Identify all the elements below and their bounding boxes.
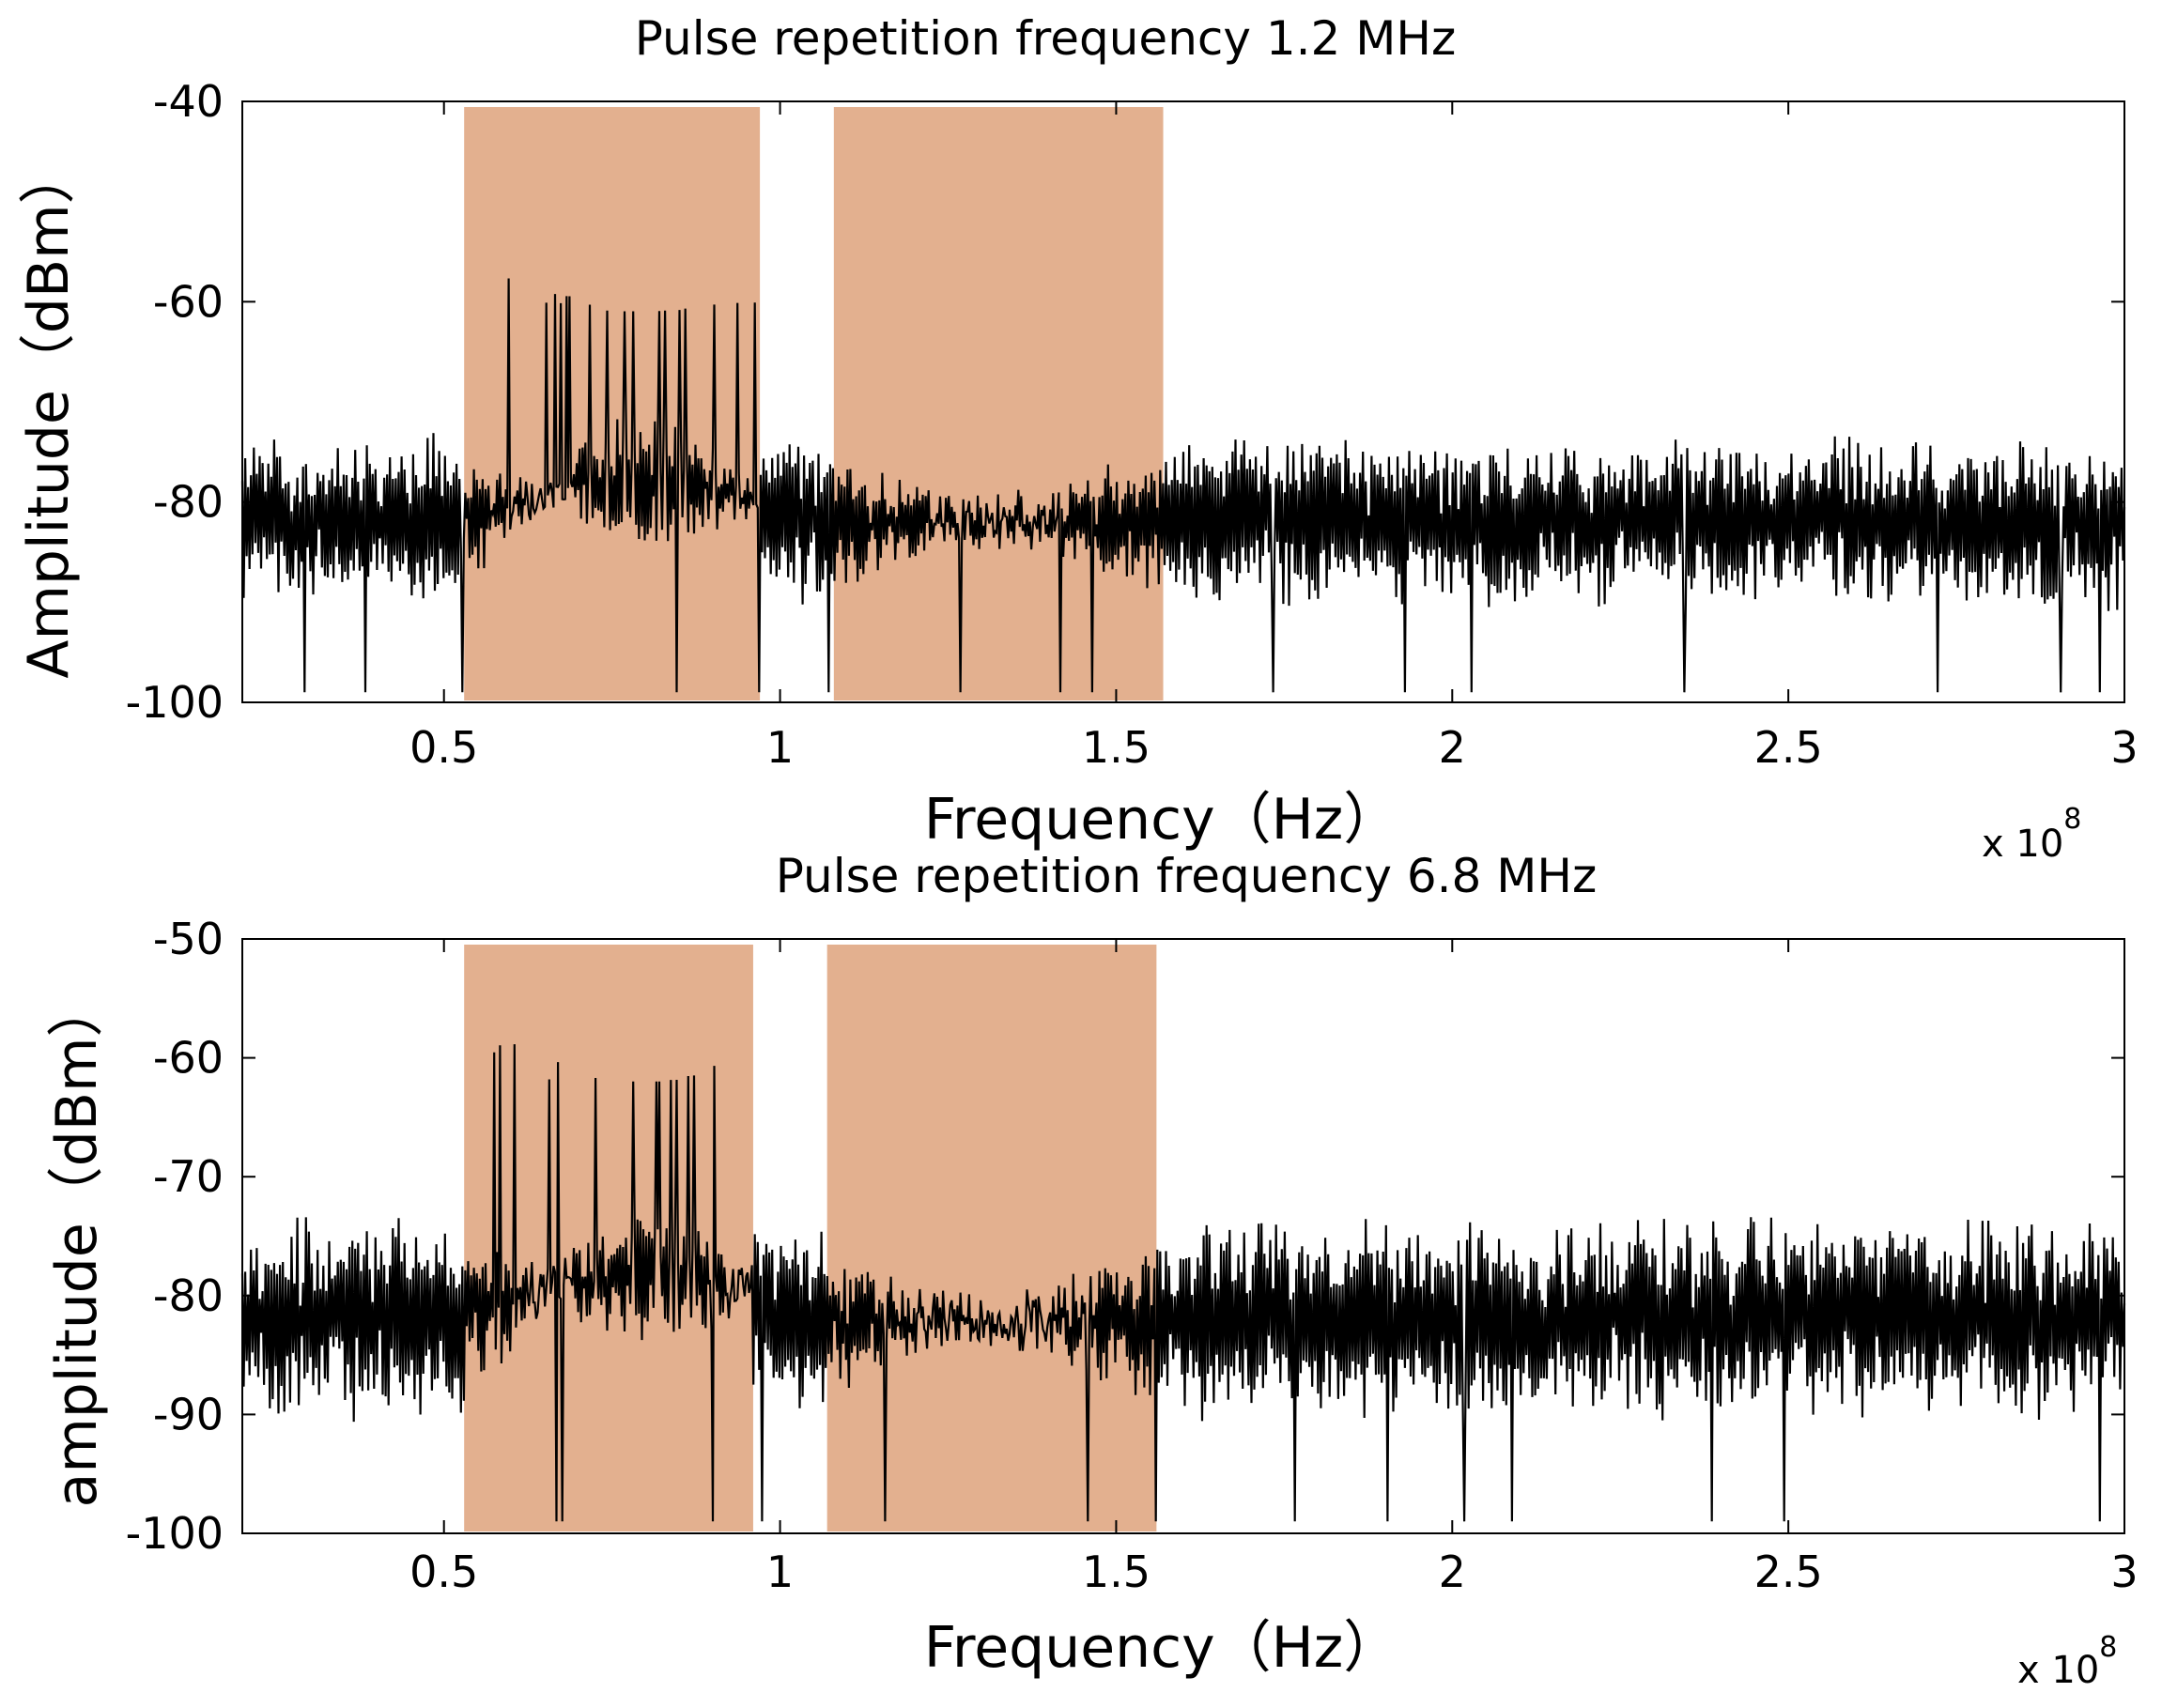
x-multiplier-base: x 10	[2017, 1649, 2099, 1692]
x-multiplier: x 108	[2017, 1631, 2117, 1692]
y-tick-label: -50	[153, 914, 224, 964]
y-tick-label: -100	[126, 677, 224, 728]
axis-ticks: 0.5 1 1.5 2 2.5 3 -40 -60 -80 -100	[126, 76, 2139, 773]
chart-top: Pulse repetition frequency 1.2 MHz 0.5 1 1…	[16, 11, 2139, 866]
x-multiplier: x 108	[1982, 803, 2081, 866]
x-tick-label: 2.5	[1754, 722, 1823, 773]
chart-title: Pulse repetition frequency 6.8 MHz	[776, 849, 1598, 903]
x-tick-label: 2	[1439, 722, 1466, 773]
x-tick-label: 3	[2110, 722, 2138, 773]
plot-frame	[241, 100, 2125, 703]
x-multiplier-exponent: 8	[2099, 1631, 2117, 1664]
x-tick-label: 1.5	[1082, 722, 1150, 773]
x-axis-label: Frequency（Hz）	[924, 1615, 1400, 1681]
x-tick-label: 1	[766, 1546, 794, 1597]
x-tick-label: 0.5	[409, 1546, 478, 1597]
x-multiplier-base: x 10	[1982, 823, 2063, 866]
chart-title: Pulse repetition frequency 1.2 MHz	[635, 11, 1457, 66]
x-tick-label: 2.5	[1754, 1546, 1823, 1597]
y-tick-label: -80	[153, 1270, 224, 1321]
spectrum-trace	[240, 278, 2126, 693]
series-spectrum	[240, 278, 2126, 693]
highlight-band-2	[833, 107, 1164, 700]
highlight-bands	[464, 945, 1157, 1531]
highlight-band-1	[464, 945, 753, 1531]
y-tick-label: -70	[153, 1151, 224, 1202]
x-multiplier-exponent: 8	[2063, 803, 2081, 836]
series-spectrum	[240, 1044, 2126, 1522]
highlight-band-2	[826, 945, 1157, 1531]
y-tick-label: -80	[153, 477, 224, 528]
axis-ticks: 0.5 1 1.5 2 2.5 3 -50 -60 -70 -80 -90 -100	[126, 914, 2139, 1597]
y-tick-label: -40	[153, 76, 224, 127]
x-tick-label: 2	[1439, 1546, 1466, 1597]
plot-frame	[241, 938, 2125, 1534]
x-tick-label: 0.5	[409, 722, 478, 773]
y-tick-label: -90	[153, 1389, 224, 1439]
x-tick-label: 3	[2110, 1546, 2138, 1597]
x-tick-label: 1	[766, 722, 794, 773]
y-tick-label: -60	[153, 276, 224, 327]
highlight-bands	[464, 107, 1164, 700]
y-axis-label: Amplitude（dBm）	[16, 147, 82, 678]
x-axis-label: Frequency（Hz）	[924, 787, 1400, 853]
highlight-band-1	[464, 107, 761, 700]
chart-bottom: Pulse repetition frequency 6.8 MHz 0.5 1 1…	[44, 849, 2139, 1692]
spectrum-trace	[240, 1044, 2126, 1522]
y-tick-label: -60	[153, 1033, 224, 1084]
x-tick-label: 1.5	[1082, 1546, 1150, 1597]
y-axis-label: amplitude（dBm）	[44, 981, 110, 1508]
y-tick-label: -100	[126, 1508, 224, 1559]
